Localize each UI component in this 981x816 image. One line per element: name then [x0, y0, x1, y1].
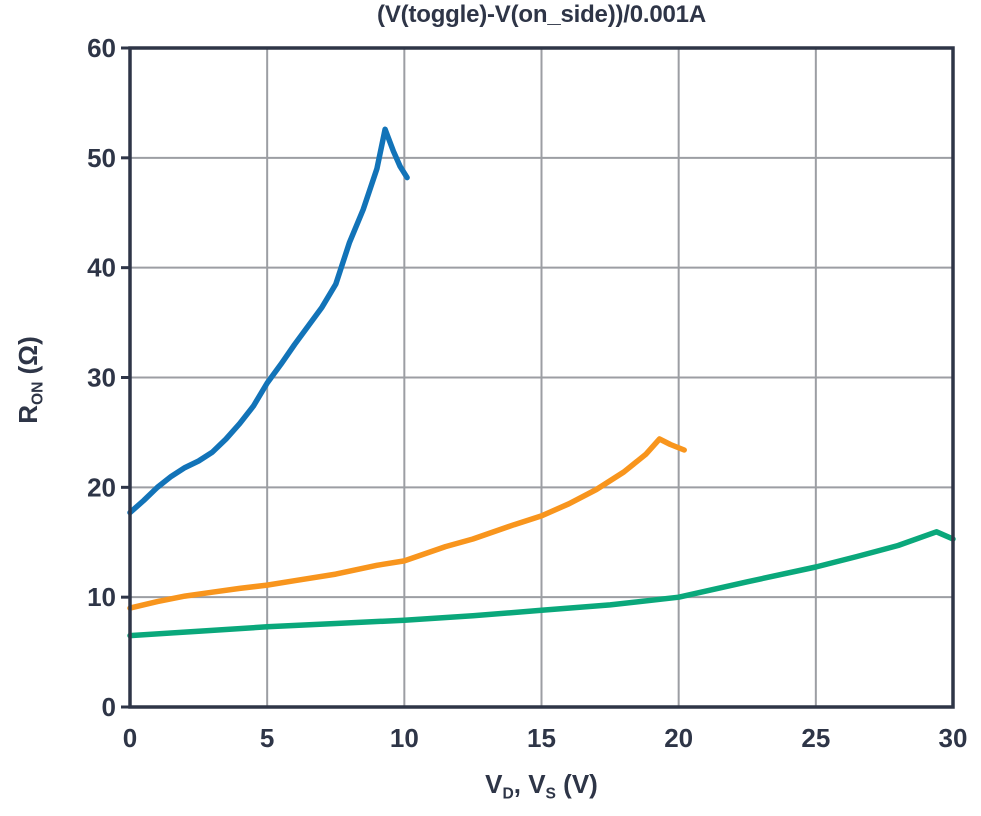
y-tick-label: 10 — [87, 582, 116, 612]
axis-label-subscript: D — [502, 785, 514, 803]
x-axis-label: VD, VS (V) — [130, 769, 953, 803]
axis-label-subscript: ON — [29, 381, 47, 405]
chart-title: (V(toggle)-V(on_side))/0.001A — [377, 1, 706, 28]
y-tick-label: 60 — [87, 33, 116, 63]
y-tick-label: 0 — [102, 692, 116, 722]
axis-label-text: V — [485, 769, 503, 799]
x-tick-label: 0 — [123, 723, 137, 753]
x-tick-label: 20 — [664, 723, 693, 753]
axis-label-subscript: S — [545, 785, 556, 803]
axis-label-text: (V) — [555, 769, 598, 799]
series-green-curve — [127, 529, 956, 639]
series-orange-curve — [127, 436, 687, 611]
x-tick-label: 25 — [801, 723, 830, 753]
y-tick-label: 50 — [87, 143, 116, 173]
y-tick-label: 30 — [87, 363, 116, 393]
x-tick-label: 30 — [939, 723, 968, 753]
series-blue-curve — [127, 126, 410, 516]
axis-label-text: , V — [513, 769, 546, 799]
y-tick-label: 40 — [87, 253, 116, 283]
x-tick-label: 10 — [390, 723, 419, 753]
y-tick-label: 20 — [87, 472, 116, 502]
axis-label-text: R — [13, 405, 43, 424]
x-tick-label: 5 — [260, 723, 274, 753]
y-axis-label: RON (Ω) — [13, 290, 47, 470]
axis-label-text: (Ω) — [13, 336, 43, 382]
x-tick-label: 15 — [527, 723, 556, 753]
